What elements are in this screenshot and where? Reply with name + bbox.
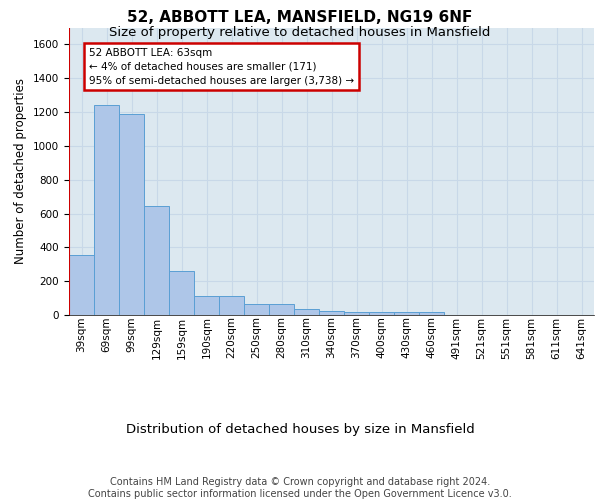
Bar bbox=[94, 106, 119, 315]
Bar bbox=[69, 255, 94, 315]
Bar bbox=[319, 312, 344, 315]
Bar bbox=[394, 312, 419, 315]
Y-axis label: Number of detached properties: Number of detached properties bbox=[14, 78, 28, 264]
Bar bbox=[344, 312, 369, 315]
Bar bbox=[219, 296, 244, 315]
Bar bbox=[369, 312, 394, 315]
Bar bbox=[269, 304, 294, 315]
Bar bbox=[169, 271, 194, 315]
Bar bbox=[119, 114, 144, 315]
Bar bbox=[194, 296, 219, 315]
Text: Contains HM Land Registry data © Crown copyright and database right 2024.
Contai: Contains HM Land Registry data © Crown c… bbox=[88, 478, 512, 499]
Bar bbox=[294, 309, 319, 315]
Text: Size of property relative to detached houses in Mansfield: Size of property relative to detached ho… bbox=[109, 26, 491, 39]
Bar bbox=[419, 312, 444, 315]
Text: Distribution of detached houses by size in Mansfield: Distribution of detached houses by size … bbox=[125, 422, 475, 436]
Bar bbox=[144, 206, 169, 315]
Bar bbox=[244, 304, 269, 315]
Text: 52, ABBOTT LEA, MANSFIELD, NG19 6NF: 52, ABBOTT LEA, MANSFIELD, NG19 6NF bbox=[127, 10, 473, 25]
Text: 52 ABBOTT LEA: 63sqm
← 4% of detached houses are smaller (171)
95% of semi-detac: 52 ABBOTT LEA: 63sqm ← 4% of detached ho… bbox=[89, 48, 354, 86]
